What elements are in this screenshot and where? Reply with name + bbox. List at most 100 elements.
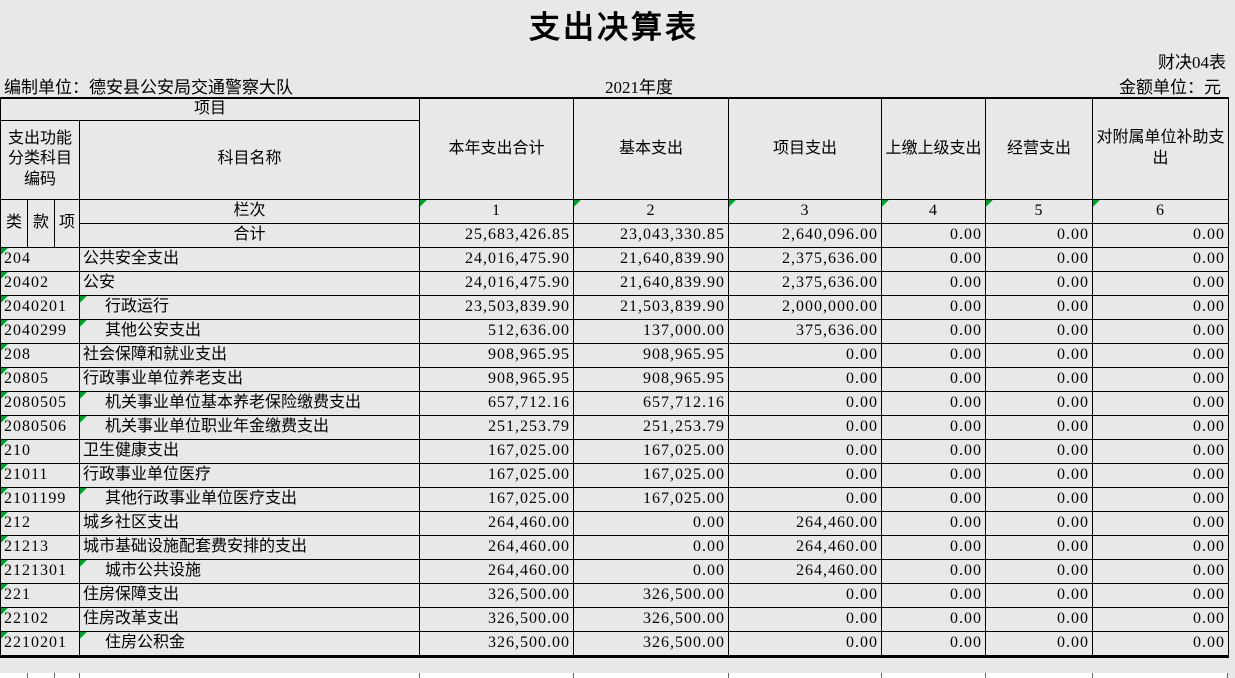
function-code-cell[interactable]: 2040299 <box>0 318 80 344</box>
value-cell[interactable]: 0.00 <box>1092 390 1230 416</box>
value-cell[interactable]: 21,640,839.90 <box>573 246 730 272</box>
value-cell[interactable]: 0.00 <box>881 582 987 608</box>
value-cell[interactable]: 0.00 <box>1092 510 1230 536</box>
function-code-cell[interactable]: 2101199 <box>0 486 80 512</box>
subject-name-cell[interactable]: 卫生健康支出 <box>78 438 421 464</box>
value-cell[interactable]: 0.00 <box>728 582 883 608</box>
value-cell[interactable]: 0.00 <box>1092 294 1230 320</box>
project-header-cell[interactable]: 项目 <box>0 97 421 121</box>
value-cell[interactable]: 0.00 <box>985 390 1094 416</box>
value-cell[interactable]: 0.00 <box>728 438 883 464</box>
value-cell[interactable]: 0.00 <box>728 486 883 512</box>
value-cell[interactable]: 0.00 <box>573 558 730 584</box>
value-cell[interactable]: 0.00 <box>1092 630 1230 657</box>
value-cell[interactable]: 657,712.16 <box>573 390 730 416</box>
total-value-cell[interactable]: 2,640,096.00 <box>728 222 883 248</box>
value-cell[interactable]: 0.00 <box>881 558 987 584</box>
total-value-cell[interactable]: 0.00 <box>1092 222 1230 248</box>
value-cell[interactable]: 0.00 <box>881 294 987 320</box>
function-code-cell[interactable]: 2210201 <box>0 630 80 657</box>
subject-name-cell[interactable]: 城市基础设施配套费安排的支出 <box>78 534 421 560</box>
value-cell[interactable]: 0.00 <box>728 630 883 657</box>
value-cell[interactable]: 137,000.00 <box>573 318 730 344</box>
value-cell[interactable]: 908,965.95 <box>573 342 730 368</box>
value-cell[interactable]: 0.00 <box>881 318 987 344</box>
value-cell[interactable]: 167,025.00 <box>419 462 575 488</box>
value-cell[interactable]: 0.00 <box>728 414 883 440</box>
value-cell[interactable]: 264,460.00 <box>419 510 575 536</box>
value-cell[interactable]: 2,000,000.00 <box>728 294 883 320</box>
function-code-cell[interactable]: 2040201 <box>0 294 80 320</box>
value-cell[interactable]: 264,460.00 <box>419 534 575 560</box>
subject-name-cell[interactable]: 城市公共设施 <box>78 558 421 584</box>
value-cell[interactable]: 0.00 <box>881 510 987 536</box>
value-cell[interactable]: 0.00 <box>1092 270 1230 296</box>
value-cell[interactable]: 0.00 <box>881 630 987 657</box>
value-cell[interactable]: 0.00 <box>985 558 1094 584</box>
value-cell[interactable]: 0.00 <box>1092 462 1230 488</box>
value-cell[interactable]: 0.00 <box>985 582 1094 608</box>
value-cell[interactable]: 0.00 <box>881 462 987 488</box>
value-cell[interactable]: 167,025.00 <box>419 438 575 464</box>
total-label-cell[interactable]: 合计 <box>78 222 421 248</box>
value-cell[interactable]: 24,016,475.90 <box>419 246 575 272</box>
value-cell[interactable]: 21,640,839.90 <box>573 270 730 296</box>
value-cell[interactable]: 0.00 <box>985 438 1094 464</box>
value-cell[interactable]: 264,460.00 <box>728 510 883 536</box>
column-number-cell[interactable]: 5 <box>985 198 1094 224</box>
value-cell[interactable]: 0.00 <box>728 606 883 632</box>
value-cell[interactable]: 326,500.00 <box>419 606 575 632</box>
function-code-cell[interactable]: 204 <box>0 246 80 272</box>
value-cell[interactable]: 24,016,475.90 <box>419 270 575 296</box>
row-index-label-cell[interactable]: 栏次 <box>78 198 421 224</box>
value-cell[interactable]: 21,503,839.90 <box>573 294 730 320</box>
value-cell[interactable]: 908,965.95 <box>573 366 730 392</box>
value-cell[interactable]: 0.00 <box>881 438 987 464</box>
value-cell[interactable]: 0.00 <box>985 318 1094 344</box>
value-cell[interactable]: 0.00 <box>1092 342 1230 368</box>
value-cell[interactable]: 0.00 <box>1092 414 1230 440</box>
value-cell[interactable]: 0.00 <box>1092 318 1230 344</box>
subject-name-cell[interactable]: 住房改革支出 <box>78 606 421 632</box>
value-cell[interactable]: 0.00 <box>985 630 1094 657</box>
value-cell[interactable]: 0.00 <box>985 534 1094 560</box>
column-header-cell[interactable]: 项目支出 <box>728 97 883 200</box>
function-code-cell[interactable]: 20402 <box>0 270 80 296</box>
value-cell[interactable]: 0.00 <box>881 390 987 416</box>
value-cell[interactable]: 0.00 <box>985 246 1094 272</box>
function-code-header-cell[interactable]: 支出功能分类科目编码 <box>0 119 80 200</box>
total-value-cell[interactable]: 25,683,426.85 <box>419 222 575 248</box>
subject-name-cell[interactable]: 其他行政事业单位医疗支出 <box>78 486 421 512</box>
value-cell[interactable]: 657,712.16 <box>419 390 575 416</box>
value-cell[interactable]: 0.00 <box>985 342 1094 368</box>
value-cell[interactable]: 167,025.00 <box>573 438 730 464</box>
value-cell[interactable]: 167,025.00 <box>573 486 730 512</box>
value-cell[interactable]: 251,253.79 <box>573 414 730 440</box>
value-cell[interactable]: 0.00 <box>881 606 987 632</box>
value-cell[interactable]: 264,460.00 <box>728 558 883 584</box>
value-cell[interactable]: 167,025.00 <box>573 462 730 488</box>
value-cell[interactable]: 0.00 <box>1092 486 1230 512</box>
subject-name-header-cell[interactable]: 科目名称 <box>78 119 421 200</box>
value-cell[interactable]: 326,500.00 <box>419 582 575 608</box>
value-cell[interactable]: 0.00 <box>728 462 883 488</box>
total-value-cell[interactable]: 0.00 <box>881 222 987 248</box>
column-number-cell[interactable]: 6 <box>1092 198 1230 224</box>
subject-name-cell[interactable]: 城乡社区支出 <box>78 510 421 536</box>
value-cell[interactable]: 0.00 <box>573 510 730 536</box>
value-cell[interactable]: 0.00 <box>1092 366 1230 392</box>
value-cell[interactable]: 0.00 <box>728 342 883 368</box>
function-code-cell[interactable]: 212 <box>0 510 80 536</box>
function-code-cell[interactable]: 21011 <box>0 462 80 488</box>
function-code-cell[interactable]: 21213 <box>0 534 80 560</box>
value-cell[interactable]: 512,636.00 <box>419 318 575 344</box>
value-cell[interactable]: 0.00 <box>1092 558 1230 584</box>
code-sub-header-kuan[interactable]: 款 <box>27 198 55 248</box>
function-code-cell[interactable]: 221 <box>0 582 80 608</box>
column-header-cell[interactable]: 基本支出 <box>573 97 730 200</box>
function-code-cell[interactable]: 2121301 <box>0 558 80 584</box>
value-cell[interactable]: 2,375,636.00 <box>728 270 883 296</box>
subject-name-cell[interactable]: 公安 <box>78 270 421 296</box>
subject-name-cell[interactable]: 机关事业单位基本养老保险缴费支出 <box>78 390 421 416</box>
column-number-cell[interactable]: 3 <box>728 198 883 224</box>
